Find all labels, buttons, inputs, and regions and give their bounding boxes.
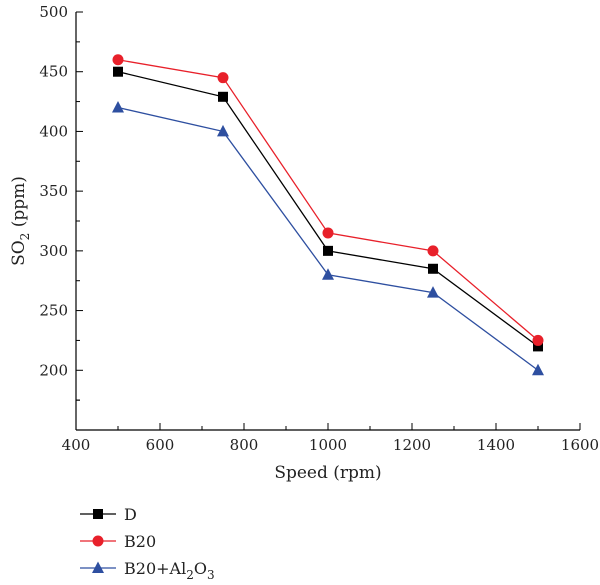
x-tick-label: 1000	[309, 436, 347, 454]
data-point-1-4	[532, 334, 544, 346]
y-axis-label: SO2 (ppm)	[9, 176, 32, 266]
y-tick-label: 350	[39, 182, 68, 200]
y-axis-label-main: SO	[9, 240, 29, 266]
data-point-2-2	[322, 268, 334, 280]
y-axis-label-rest: (ppm)	[9, 176, 29, 233]
data-point-0-0	[113, 66, 123, 77]
data-point-2-0	[112, 101, 124, 113]
x-tick-label: 1400	[477, 436, 515, 454]
series-markers	[112, 54, 544, 376]
data-point-1-3	[427, 245, 439, 257]
x-tick-label: 600	[146, 436, 175, 454]
data-point-2-3	[427, 286, 439, 298]
x-tick-label: 400	[62, 436, 91, 454]
legend-marker-2	[92, 561, 104, 573]
y-tick-label: 200	[39, 361, 68, 379]
legend-label-1: B20	[124, 532, 156, 551]
y-tick-label: 300	[39, 242, 68, 260]
data-point-2-4	[532, 363, 544, 376]
legend: D B20 B20+Al2O3	[80, 505, 215, 582]
legend-label-0: D	[124, 505, 137, 524]
series-line-2	[117, 106, 539, 371]
x-tick-label: 1600	[561, 436, 599, 454]
x-tick-label: 800	[230, 436, 259, 454]
x-tick-label: 1200	[393, 436, 431, 454]
series-lines	[117, 59, 539, 371]
y-axis-label-sub: 2	[18, 233, 32, 241]
legend-marker-0	[93, 509, 103, 519]
y-tick-label: 250	[39, 302, 68, 320]
data-point-1-2	[322, 227, 334, 239]
y-tick-label: 450	[39, 63, 68, 81]
legend-marker-1	[92, 535, 104, 547]
data-point-1-0	[112, 54, 124, 66]
x-axis-label: Speed (rpm)	[274, 463, 381, 483]
data-point-0-4	[533, 341, 543, 352]
y-tick-label: 500	[39, 3, 68, 21]
y-tick-label: 400	[39, 122, 68, 140]
data-point-0-3	[428, 263, 438, 274]
series-line-0	[117, 71, 539, 347]
data-point-0-1	[218, 91, 228, 102]
series-line-1	[117, 59, 539, 341]
data-point-0-2	[323, 245, 333, 256]
data-point-2-1	[217, 124, 229, 137]
data-point-1-1	[217, 72, 229, 84]
axes: 400 600 800 1000 1200 1400 1600 200 250 300 350 400…	[39, 3, 599, 454]
legend-label-2: B20+Al2O3	[124, 559, 215, 582]
